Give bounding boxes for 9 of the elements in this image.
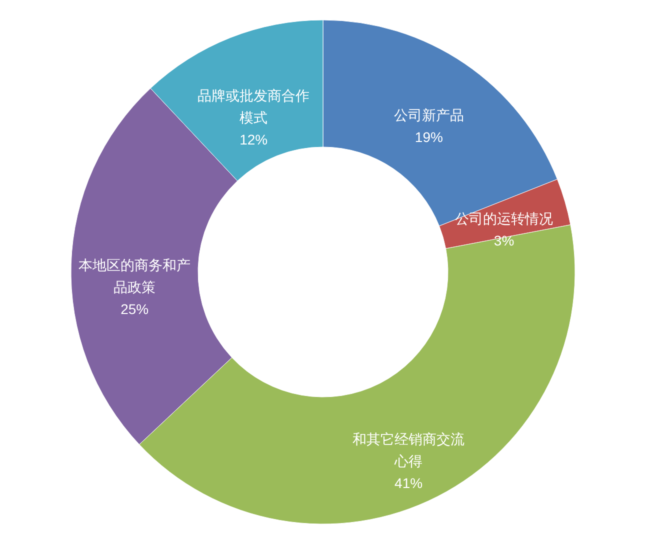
data-label: 19% (414, 129, 443, 146)
slice-label: 本地区的商务和产品政策 (78, 257, 191, 296)
data-label: 25% (120, 301, 149, 318)
slice-label: 品牌或批发商合作模式 (198, 88, 310, 126)
slice-label: 公司新产品 (394, 107, 464, 124)
slice-label: 和其它经销商交流心得 (352, 430, 465, 469)
data-label: 12% (240, 132, 268, 148)
data-label: 41% (394, 474, 423, 491)
data-label: 3% (494, 232, 514, 248)
